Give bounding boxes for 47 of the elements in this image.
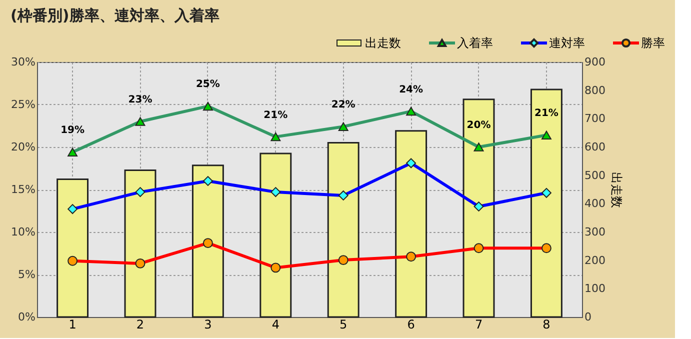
bar: [56, 178, 89, 318]
y-tick-label: 5%: [18, 268, 36, 281]
y2-axis-title: 出走数: [609, 172, 624, 208]
y2-tick-label: 200: [584, 254, 606, 267]
y2-tick-label: 900: [584, 56, 606, 68]
y2-tick-label: 700: [584, 112, 606, 126]
x-tick-label: 4: [272, 318, 280, 332]
y2-tick-label: 500: [584, 168, 606, 182]
legend-label: 入着率: [457, 36, 493, 50]
y2-tick-label: 100: [584, 282, 606, 296]
y-tick-label: 10%: [11, 226, 36, 238]
x-tick-label: 6: [407, 318, 415, 332]
x-tick-label: 7: [474, 318, 483, 332]
bar: [327, 142, 360, 318]
bar: [124, 169, 156, 318]
y-tick-label: 20%: [11, 140, 36, 154]
bar: [462, 98, 495, 318]
data-label: 25%: [196, 79, 220, 90]
x-tick-label: 8: [542, 318, 550, 332]
chart-title: (枠番別)勝率、連対率、入着率: [10, 6, 220, 24]
y-tick-label: 15%: [11, 183, 36, 196]
y2-tick-label: 800: [584, 84, 606, 97]
y2-tick-label: 600: [584, 140, 606, 154]
data-label: 23%: [128, 94, 152, 106]
y2-tick-label: 400: [584, 197, 606, 210]
data-label: 21%: [534, 108, 558, 120]
y-tick-label: 0%: [18, 310, 36, 324]
bar: [192, 164, 224, 318]
x-tick-label: 1: [68, 318, 76, 332]
data-label: 19%: [60, 125, 85, 136]
legend-label: 勝率: [641, 36, 665, 50]
x-tick-label: 5: [340, 318, 348, 332]
y-tick-label: 25%: [11, 98, 36, 111]
legend-label: 出走数: [365, 36, 401, 50]
bar: [530, 88, 562, 318]
bar: [395, 130, 428, 318]
y-tick-label: 30%: [11, 56, 36, 68]
y2-tick-label: 300: [584, 226, 606, 238]
legend-label: 連対率: [549, 36, 585, 50]
bar: [260, 152, 292, 318]
data-label: 20%: [466, 120, 491, 131]
y2-tick-label: 0: [584, 310, 592, 324]
data-label: 22%: [331, 100, 356, 111]
x-tick-label: 3: [204, 318, 212, 332]
x-tick-label: 2: [136, 318, 144, 332]
data-label: 21%: [264, 110, 288, 121]
data-label: 24%: [399, 84, 424, 96]
